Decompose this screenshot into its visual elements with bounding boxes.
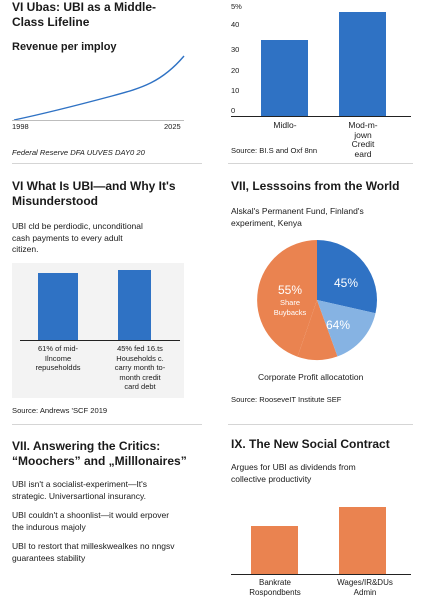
x-axis <box>231 116 411 117</box>
section-title: VII, Lesssoins from the World <box>231 179 400 193</box>
bar-credit-debt <box>118 270 151 340</box>
pie-slice-blue <box>317 240 377 314</box>
section-ubi-middle-class: VI Ubas: UBI as a Middle- Class Lifeline… <box>12 0 202 53</box>
divider <box>12 424 202 425</box>
y-tick: 0 <box>231 106 236 115</box>
paragraph: UBI to restort that milleskwealkes no nn… <box>12 541 175 563</box>
section-lessons-world: VII, Lesssoins from the World Alskal's P… <box>231 179 416 229</box>
section-answering-critics: VII. Answering the Critics: “Moochers” a… <box>12 439 212 564</box>
x-axis <box>20 340 180 341</box>
pie-slice-orange-lower <box>297 300 338 360</box>
bar-label: Wages/IR&DUs Admin <box>337 578 393 597</box>
y-tick: 40 <box>231 20 240 29</box>
section-title: IX. The New Social Contract <box>231 437 390 451</box>
bar-label: Midlo- <box>273 120 297 130</box>
y-tick: 10 <box>231 86 240 95</box>
bar-wages <box>339 507 386 574</box>
section-description: Argues for UBI as dividends from collect… <box>231 462 356 484</box>
section-title: VI What Is UBI—and Why It's Misunderstoo… <box>12 179 176 208</box>
y-tick: 5% <box>231 2 242 11</box>
x-axis <box>12 120 184 121</box>
bar-bankrate <box>251 526 298 574</box>
pie-label: Buybacks <box>274 308 307 317</box>
section-title: VI Ubas: UBI as a Middle- Class Lifeline <box>12 0 157 29</box>
revenue-line-chart <box>13 55 185 121</box>
x-axis <box>231 574 411 575</box>
divider <box>228 424 413 425</box>
bar-credit <box>339 12 386 116</box>
bar-label: Bankrate Rospondbents <box>249 578 301 597</box>
bar-middle-income <box>38 273 78 340</box>
source-note: Source: BI.S and Oxf 8nn <box>231 146 318 155</box>
paragraph: UBI isn't a socialist-experiment—It's st… <box>12 479 148 501</box>
section-description: Alskal's Permanent Fund, Finland's exper… <box>231 206 364 228</box>
source-note: Source: RooseveIT Institute SEF <box>231 395 342 404</box>
pie-label: 55% <box>278 283 302 297</box>
section-what-is-ubi: VI What Is UBI—and Why It's Misunderstoo… <box>12 179 207 256</box>
pie-chart-profit: 55% Share Buybacks 45% 64% <box>257 240 377 360</box>
section-body: UBI cld be perdiodic, unconditional cash… <box>12 221 143 254</box>
y-tick: 20 <box>231 66 240 75</box>
bar-midlo <box>261 40 308 116</box>
divider <box>12 163 202 164</box>
bar-label: 45% fed 16.ts Households c. carry month … <box>114 344 166 391</box>
section-social-contract: IX. The New Social Contract Argues for U… <box>231 437 416 485</box>
section-title: VII. Answering the Critics: “Moochers” a… <box>12 439 187 468</box>
revenue-line <box>13 55 185 121</box>
bar-label: 61% of mid- Ilncome repuseholdds <box>35 344 81 372</box>
bar-chart-middle-left: 61% of mid- Ilncome repuseholdds 45% fed… <box>12 263 184 398</box>
x-tick-end: 2025 <box>164 122 181 131</box>
pie-label: Share <box>280 298 300 307</box>
x-tick-start: 1998 <box>12 122 29 131</box>
pie-label: 64% <box>326 318 350 332</box>
bar-label: Mod-m- jown Credit eard <box>348 120 378 159</box>
y-tick: 30 <box>231 45 240 54</box>
pie-label: 45% <box>334 276 358 290</box>
source-note: Source: Andrews 'SCF 2019 <box>12 406 108 415</box>
paragraph: UBI couldn't a shoonlist—it would erpove… <box>12 510 170 532</box>
pie-caption: Corporate Profit allocatotion <box>258 372 364 382</box>
pie-slice-orange <box>257 240 317 357</box>
source-note: Federal Reserve DFA UUVES DAY0 20 <box>12 148 145 157</box>
chart-title: Revenue per imploy <box>12 41 117 53</box>
divider <box>228 163 413 164</box>
pie-slice-light-blue <box>317 300 376 357</box>
